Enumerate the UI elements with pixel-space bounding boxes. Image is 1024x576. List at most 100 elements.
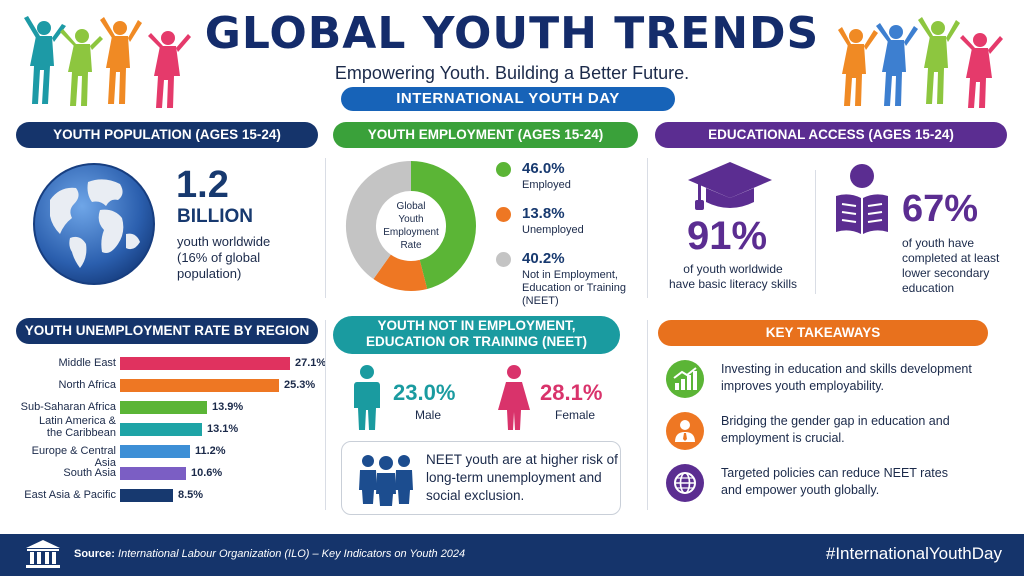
secondary-desc-1: of youth have <box>902 236 975 250</box>
secondary-desc-3: lower secondary <box>902 266 990 280</box>
region-label: East Asia & Pacific <box>14 489 116 501</box>
donut-center-line-3: Employment <box>383 227 439 238</box>
takeaway-item-1: Investing in education and skills develo… <box>664 358 1004 402</box>
hashtag: #InternationalYouthDay <box>825 544 1002 563</box>
donut-center-label: Global Youth Employment Rate <box>380 200 442 252</box>
reading-person-icon <box>836 164 888 234</box>
employment-heading: YOUTH EMPLOYMENT (AGES 15-24) <box>333 122 638 148</box>
takeaway-item-3: Targeted policies can reduce NEET rates … <box>664 462 1004 506</box>
neet-heading-line-1: YOUTH NOT IN EMPLOYMENT, <box>377 318 576 333</box>
region-label: Europe & Central Asia <box>14 445 116 469</box>
education-heading: EDUCATIONAL ACCESS (AGES 15-24) <box>655 122 1007 148</box>
population-desc-2: (16% of global <box>177 250 261 265</box>
region-row: Middle East 27.1% <box>14 354 332 376</box>
neet-risk-line-2: long-term unemployment and <box>426 470 602 485</box>
footer-bar: Source: International Labour Organizatio… <box>0 534 1024 576</box>
silhouette-orange <box>100 17 142 104</box>
region-bar <box>120 379 279 392</box>
donut-slice-neet <box>346 161 412 280</box>
population-unit: BILLION <box>177 206 253 227</box>
globe-icon <box>33 163 155 285</box>
region-label: Middle East <box>14 357 116 369</box>
silhouette-teal <box>24 16 66 104</box>
region-value: 13.9% <box>212 401 244 413</box>
silhouette-blue-right <box>876 23 918 106</box>
youth-silhouettes-left <box>24 16 191 108</box>
divider-4 <box>647 320 648 510</box>
divider-1 <box>325 158 326 298</box>
employed-label: Employed <box>522 179 571 191</box>
youth-silhouettes-right <box>838 17 1003 108</box>
employed-dot <box>496 162 511 177</box>
takeaway-2-badge <box>666 412 704 450</box>
region-row: Latin America & the Caribbean 13.1% <box>14 415 332 442</box>
neet-female-value: 28.1% <box>540 380 603 405</box>
donut-slice-unemployed <box>373 254 428 291</box>
neet-male-value: 23.0% <box>393 380 456 405</box>
region-row: Europe & Central Asia 11.2% <box>14 442 332 469</box>
region-bar <box>120 357 290 370</box>
female-person-icon <box>498 365 530 430</box>
region-row: North Africa 25.3% <box>14 376 332 398</box>
donut-center-line-4: Rate <box>400 240 422 251</box>
page-title: GLOBAL YOUTH TRENDS <box>204 8 820 59</box>
region-label: Sub-Saharan Africa <box>14 401 116 413</box>
region-label: North Africa <box>14 379 116 391</box>
region-value: 25.3% <box>284 379 316 391</box>
employed-value: 46.0% <box>522 160 565 177</box>
region-label-line-1: Middle East <box>58 357 116 369</box>
region-label-line-1: East Asia & Pacific <box>24 489 116 501</box>
region-row: Sub-Saharan Africa 13.9% <box>14 398 332 420</box>
region-bar <box>120 489 173 502</box>
takeaway-3-line-2: and empower youth globally. <box>721 483 880 497</box>
takeaway-2-line-2: employment is crucial. <box>721 431 845 445</box>
region-label-line-1: North Africa <box>58 379 116 391</box>
source-label: Source: <box>74 548 115 560</box>
region-value: 10.6% <box>191 467 223 479</box>
takeaway-3-badge <box>666 464 704 502</box>
globe-icon <box>674 472 696 494</box>
divider-2 <box>647 158 648 298</box>
population-number: 1.2 <box>176 164 229 206</box>
takeaway-2-line-1: Bridging the gender gap in education and <box>721 414 950 428</box>
region-label-line-1: Europe & Central Asia <box>31 445 116 469</box>
divider-education <box>815 170 816 294</box>
region-bar <box>120 467 186 480</box>
takeaway-1-line-2: improves youth employability. <box>721 379 885 393</box>
population-desc-3: population) <box>177 266 242 281</box>
male-person-icon <box>354 365 380 430</box>
donut-center-line-2: Youth <box>398 214 424 225</box>
takeaway-3-line-1: Targeted policies can reduce NEET rates <box>721 466 948 480</box>
silhouette-orange-right <box>838 27 878 106</box>
region-label: South Asia <box>14 467 116 479</box>
neet-label-1: Not in Employment, <box>522 269 618 281</box>
neet-heading-line-2: EDUCATION OR TRAINING (NEET) <box>366 334 587 349</box>
secondary-desc-2: completed at least <box>902 251 1000 265</box>
region-label-line-1: South Asia <box>63 467 116 479</box>
source-citation: Source: International Labour Organizatio… <box>74 548 465 560</box>
donut-slice-employed <box>410 161 476 289</box>
literacy-desc-1: of youth worldwide <box>683 262 783 276</box>
region-value: 13.1% <box>207 423 239 435</box>
neet-dot <box>496 252 511 267</box>
silhouette-pink <box>148 31 191 108</box>
institution-building-icon <box>26 540 60 568</box>
unemployment-bar-chart: Middle East 27.1% North Africa 25.3% Sub-Sah… <box>14 354 332 510</box>
region-label-line-1: Latin America & <box>38 415 116 427</box>
region-value: 11.2% <box>195 445 226 457</box>
region-label-line-2: the Caribbean <box>46 427 116 439</box>
growth-chart-icon <box>673 367 697 390</box>
neet-label-2: Education or Training <box>522 282 626 294</box>
neet-risk-line-1: NEET youth are at higher risk of <box>426 452 618 467</box>
region-value: 8.5% <box>178 489 204 501</box>
literacy-desc-2: have basic literacy skills <box>668 277 798 291</box>
divider-3 <box>325 320 326 510</box>
donut-center-line-1: Global <box>396 201 426 212</box>
silhouette-green <box>60 29 103 106</box>
region-row: South Asia 10.6% <box>14 464 332 486</box>
region-bar <box>120 445 190 458</box>
unemployed-value: 13.8% <box>522 205 565 222</box>
region-label-line-1: Sub-Saharan Africa <box>20 401 116 413</box>
region-bar <box>120 401 207 414</box>
neet-male-label: Male <box>414 408 441 422</box>
